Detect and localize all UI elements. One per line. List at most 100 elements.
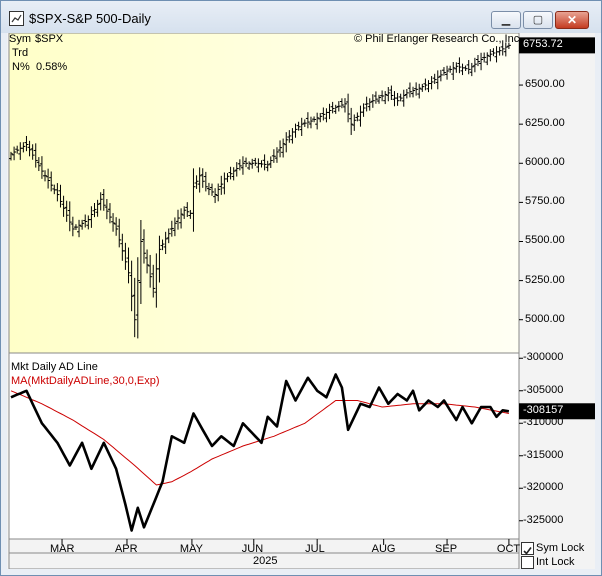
sym-lock-checkbox[interactable] xyxy=(521,542,534,555)
price-bar xyxy=(15,145,20,154)
price-bar xyxy=(479,52,484,71)
price-bar xyxy=(414,82,419,96)
price-y-tick-label: 6000.00 xyxy=(525,156,565,169)
price-bar xyxy=(234,162,239,177)
price-bar xyxy=(451,61,456,80)
price-bar xyxy=(206,182,211,196)
price-bar xyxy=(200,168,205,188)
price-bar xyxy=(404,88,409,99)
price-bar xyxy=(141,229,146,264)
price-bar xyxy=(132,277,137,338)
price-bar xyxy=(262,154,267,171)
price-bar xyxy=(203,171,208,192)
price-bar xyxy=(448,65,453,73)
price-y-tick-label: 5750.00 xyxy=(525,195,565,208)
ma-legend: MA(MktDailyADLine,30,0,Exp) xyxy=(11,375,160,387)
price-bar xyxy=(89,206,94,228)
price-bar xyxy=(488,49,493,62)
price-bar xyxy=(111,213,116,232)
price-bar xyxy=(185,202,190,218)
price-bar xyxy=(438,69,443,82)
price-bar xyxy=(231,167,236,181)
maximize-button[interactable]: ▢ xyxy=(523,11,553,29)
price-bar xyxy=(240,156,245,175)
sym-label: Sym xyxy=(9,33,31,45)
price-bar xyxy=(9,151,13,161)
price-bar xyxy=(302,119,307,127)
price-bar xyxy=(237,159,242,171)
copyright-text: © Phil Erlanger Research Co., Inc. xyxy=(354,33,523,45)
price-bar xyxy=(39,156,44,179)
price-bar xyxy=(497,46,502,56)
price-bar xyxy=(355,112,360,122)
price-bar xyxy=(77,219,82,238)
price-bar xyxy=(151,264,156,298)
price-bar xyxy=(194,175,199,189)
chart-area[interactable]: Sym $SPX Trd N% 0.58% © Phil Erlanger Re… xyxy=(7,33,595,569)
month-label: MAY xyxy=(179,543,203,555)
price-bar xyxy=(469,62,474,77)
price-bar xyxy=(182,206,187,219)
price-bar xyxy=(411,86,416,98)
price-bar xyxy=(176,209,180,230)
price-bar xyxy=(281,138,286,158)
chart-svg[interactable] xyxy=(7,33,595,569)
ad-last-value: -308157 xyxy=(523,404,564,417)
price-bar xyxy=(299,117,304,136)
minimize-button[interactable]: ▁ xyxy=(491,11,521,29)
price-bar xyxy=(27,140,32,157)
price-bar xyxy=(216,183,221,202)
price-bar xyxy=(435,70,440,90)
price-bar xyxy=(80,219,85,230)
month-label: AUG xyxy=(371,543,396,555)
price-bar xyxy=(95,199,100,217)
price-bar xyxy=(417,83,422,99)
price-bar xyxy=(503,42,508,57)
price-bar xyxy=(135,257,140,339)
price-bar xyxy=(98,192,103,211)
price-bar xyxy=(210,183,215,196)
price-bar xyxy=(104,199,109,220)
price-bar xyxy=(389,85,394,100)
price-bar xyxy=(250,158,255,169)
ad-panel xyxy=(8,352,520,540)
price-bar xyxy=(157,235,162,283)
price-panel xyxy=(8,33,520,354)
price-y-tick-label: 6250.00 xyxy=(525,117,565,130)
price-bar xyxy=(500,40,505,56)
price-bar xyxy=(169,220,174,237)
sym-value: $SPX xyxy=(35,33,64,45)
price-bar xyxy=(296,121,301,131)
ad-y-tick-label: -300000 xyxy=(523,351,564,364)
price-bar xyxy=(219,175,224,195)
minimize-icon: ▁ xyxy=(501,14,511,26)
price-bar xyxy=(225,173,230,183)
close-button[interactable]: ✕ xyxy=(555,11,589,29)
int-lock-checkbox[interactable] xyxy=(521,556,534,569)
price-bar xyxy=(463,65,468,71)
price-bar xyxy=(244,157,249,168)
price-bar xyxy=(36,157,41,172)
price-bar xyxy=(466,60,471,75)
price-bar xyxy=(58,184,63,208)
month-label: OCT xyxy=(496,543,521,555)
title-bar[interactable]: $SPX-S&P 500-Daily ▁ ▢ ✕ xyxy=(1,1,601,33)
price-bar xyxy=(327,103,332,120)
price-bar xyxy=(361,103,366,117)
ad-y-tick-label: -320000 xyxy=(523,481,564,494)
ad-y-tick-label: -315000 xyxy=(523,448,564,461)
price-bar xyxy=(339,98,344,109)
price-bar xyxy=(70,216,75,237)
price-bar xyxy=(420,83,425,92)
price-bar xyxy=(73,224,78,230)
price-bar xyxy=(30,144,35,160)
price-bar xyxy=(367,98,372,111)
ad-panel-title: Mkt Daily AD Line xyxy=(11,361,98,373)
price-bar xyxy=(454,62,459,73)
month-label: APR xyxy=(114,543,138,555)
price-bar xyxy=(333,104,338,114)
price-bar xyxy=(21,142,26,153)
price-bar xyxy=(92,203,97,218)
price-y-tick-label: 5000.00 xyxy=(525,312,565,325)
price-bar xyxy=(506,42,511,50)
